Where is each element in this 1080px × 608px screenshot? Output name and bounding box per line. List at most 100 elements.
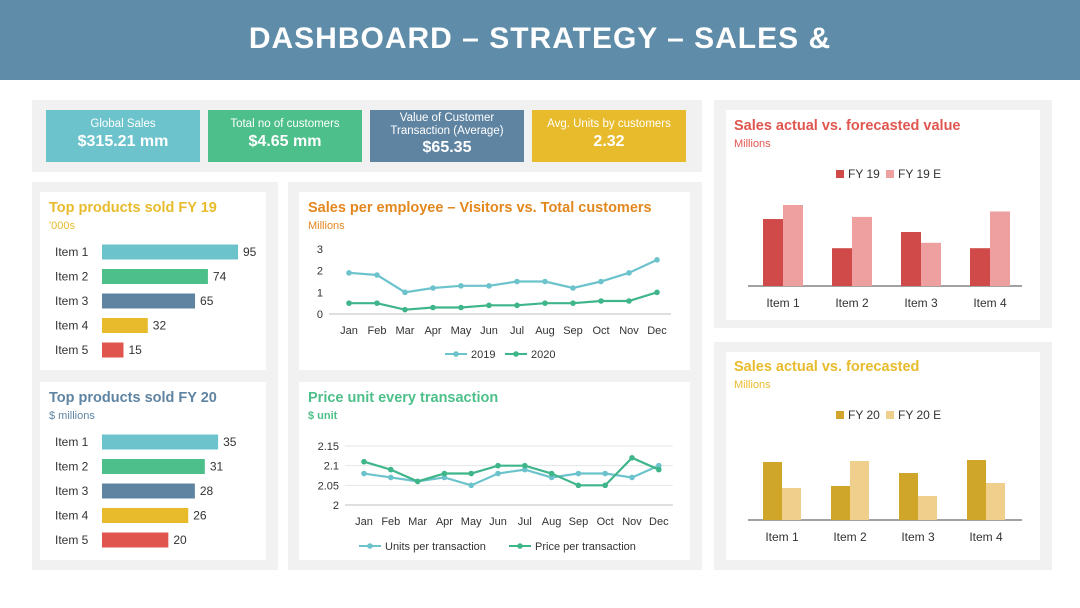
x-tick-label: Item 1 [765,530,799,544]
x-tick-label: Item 4 [973,296,1007,310]
x-tick-label: Item 3 [904,296,938,310]
legend-marker [513,351,519,357]
data-point [388,474,394,481]
legend-label: FY 20 [848,408,880,422]
kpi-total-customers: Total no of customers $4.65 mm [208,110,362,162]
bar-fy-19 [970,248,990,286]
bar-category-label: Item 2 [55,270,89,284]
top19-bar-chart: Item 1 95 Item 2 74 Item 3 65 Item 4 32 Item 5 15 [55,244,257,358]
bar [102,269,208,284]
forecast19-subtitle: Millions [734,138,771,150]
data-point [361,458,367,465]
x-tick-label: Jan [340,325,358,337]
x-tick-label: Dec [649,516,669,528]
legend-marker [517,543,523,549]
kpi-label: Total no of customers [230,118,340,130]
bar-fy-20-e [986,483,1005,520]
data-point [598,278,604,285]
forecast19-title: Sales actual vs. forecasted value [734,118,961,134]
bar-fy-19-e [852,216,872,286]
forecast19-bar-chart: Item 1 Item 2 Item 3 Item 4 FY 19 FY 19 E [748,167,1022,310]
data-point [374,272,380,278]
y-tick-label: 1 [317,287,323,299]
data-point [626,298,632,304]
series-line-2 [363,456,660,487]
kpi-value: $4.65 mm [248,133,322,150]
x-tick-label: Mar [408,516,427,528]
data-point [626,270,632,276]
x-tick-label: Feb [368,325,387,337]
bar-value-label: 35 [223,435,237,449]
price-subtitle: $ unit [308,410,338,422]
bar-fy-20-e [918,496,937,520]
data-point [430,285,436,291]
y-tick-label: 2.15 [318,441,339,453]
visitors-line-chart: 3 2 1 0 Jan Feb Mar Apr May Jun Jul Aug Sep Oct Nov Dec… [317,244,671,361]
data-point [402,306,408,313]
bar-category-label: Item 3 [55,484,89,498]
legend-label: Price per transaction [535,541,636,553]
bar-value-label: 65 [200,294,214,308]
x-tick-label: Sep [569,516,589,528]
visitors-subtitle: Millions [308,220,345,232]
x-tick-label: Jul [518,516,532,528]
kpi-value: $65.35 [422,139,472,156]
data-point [602,482,608,489]
bar-fy-20 [899,473,918,520]
data-point [656,462,662,469]
bar-category-label: Item 4 [55,319,89,333]
visitors-title: Sales per employee – Visitors vs. Total … [308,200,652,216]
data-point [570,285,576,291]
data-point [486,302,492,309]
bar-value-label: 28 [200,484,214,498]
y-tick-label: 0 [317,309,323,321]
bar [102,293,196,309]
legend-label: FY 19 [848,167,880,181]
data-point [570,300,576,306]
kpi-label: Value of Customer Transaction (Average) [390,112,504,137]
data-point [548,470,555,477]
data-point [542,300,548,306]
x-tick-label: Apr [436,516,453,528]
page-title: DASHBOARD – STRATEGY – SALES & [248,22,832,55]
x-tick-label: Aug [535,325,555,337]
data-point [575,482,582,489]
x-tick-label: Apr [424,325,441,337]
x-tick-label: Oct [597,516,614,528]
legend-label: FY 19 E [898,167,941,181]
top20-bar-chart: Item 1 35 Item 2 31 Item 3 28 Item 4 26 Item 5 20 [55,434,237,548]
x-tick-label: Item 2 [833,530,867,544]
data-point [548,474,555,481]
x-tick-label: Aug [542,516,562,528]
bar-value-label: 31 [210,460,224,474]
data-point [402,289,408,296]
x-tick-label: Mar [396,325,415,337]
data-point [598,298,604,304]
x-tick-label: Jun [489,516,507,528]
forecast20-card [726,352,1040,560]
top19-subtitle: '000s [49,220,75,232]
data-point [495,470,501,477]
data-point [361,470,367,477]
bar-category-label: Item 4 [55,509,89,523]
data-point [654,257,660,263]
bar-fy-19 [901,232,921,286]
kpi-value: 2.32 [593,133,625,150]
legend-swatch [836,170,844,178]
series-line-1 [363,464,660,487]
bar-fy-20 [763,462,782,520]
price-line-chart: 2.15 2.1 2.05 2 Jan Feb Mar Apr May Jun Jul Aug Sep O… [318,441,673,553]
visitors-card [299,192,690,370]
kpi-global-sales: Global Sales $315.21 mm [46,110,200,162]
forecast20-subtitle: Millions [734,379,771,391]
bar-fy-19-e [783,205,803,286]
y-tick-label: 2 [317,266,323,278]
data-point [522,462,528,469]
bar-fy-19 [763,219,783,286]
series-line-2 [349,291,658,311]
kpi-label: Global Sales [90,118,156,130]
bar-value-label: 15 [128,343,142,357]
bar-fy-20 [967,460,986,520]
bar-value-label: 26 [193,509,207,523]
x-tick-label: Item 1 [766,296,800,310]
